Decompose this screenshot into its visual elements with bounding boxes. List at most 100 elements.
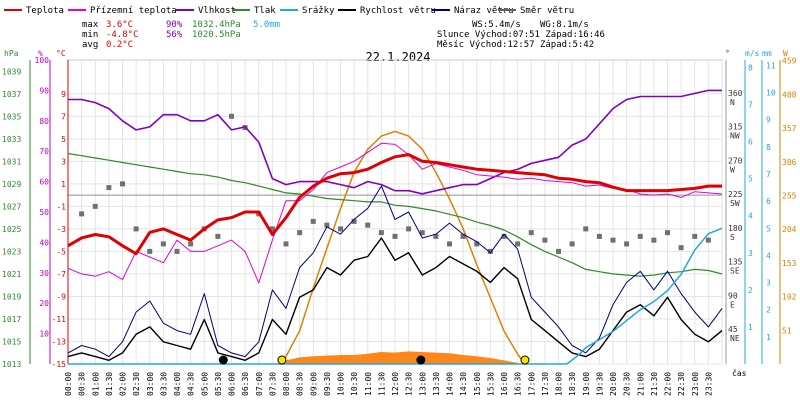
marker-sun-set: [520, 355, 530, 365]
tick-deg-0: 360: [728, 89, 743, 98]
wind-dir-point-24: [406, 226, 412, 232]
x-tick-24: 12:00: [391, 372, 400, 396]
wind-dir-point-33: [528, 230, 534, 236]
legend-label-6: Náraz větru: [454, 6, 514, 16]
wind-dir-point-37: [583, 226, 589, 232]
x-tick-40: 20:00: [609, 372, 618, 396]
x-tick-29: 14:30: [459, 372, 468, 396]
x-tick-15: 07:30: [268, 372, 277, 396]
x-tick-7: 03:30: [159, 372, 168, 396]
x-tick-4: 02:00: [119, 372, 128, 396]
axis-unit-degc: °C: [56, 49, 66, 58]
x-tick-39: 19:30: [595, 372, 604, 396]
x-tick-34: 17:00: [527, 372, 536, 396]
x-tick-10: 05:00: [200, 372, 209, 396]
stats-moon: Měsíc Východ:12:57 Západ:5:42: [437, 40, 594, 50]
stats-ws: WS:5.4m/s: [472, 20, 521, 30]
tick-hpa-8: 1023: [2, 247, 21, 256]
tick-degc-4: 1: [61, 180, 66, 189]
wind-dir-point-31: [501, 233, 507, 239]
stats-wg: WG:8.1m/s: [540, 20, 589, 30]
tick-deg-1: 315: [728, 123, 743, 132]
wind-dir-point-2: [106, 185, 112, 191]
tick-pct-9: 10: [39, 330, 49, 339]
tick-deg-dir-6: E: [730, 300, 735, 309]
x-tick-35: 17:30: [541, 372, 550, 396]
stats-avg-temp: 0.2°C: [106, 40, 133, 50]
stats-block: max min avg 3.6°C -4.8°C 0.2°C 90% 56% 1…: [82, 20, 605, 50]
cloud-area: [286, 351, 518, 364]
tick-deg-dir-4: S: [730, 233, 735, 242]
wind-dir-point-26: [433, 233, 439, 239]
x-tick-37: 18:30: [568, 372, 577, 396]
x-axis-label: čas: [732, 368, 747, 378]
wind-dir-point-15: [283, 241, 289, 247]
x-tick-41: 20:30: [623, 372, 632, 396]
wind-dir-point-20: [351, 218, 357, 224]
stats-sun: Slunce Východ:07:51 Západ:16:46: [437, 30, 605, 40]
tick-hpa-4: 1031: [2, 157, 21, 166]
x-tick-33: 16:30: [514, 372, 523, 396]
tick-hpa-3: 1033: [2, 135, 21, 144]
x-tick-14: 07:00: [255, 372, 264, 396]
wind-dir-point-46: [705, 237, 711, 243]
tick-ms-4: 4: [748, 212, 753, 221]
marker-moon-set: [218, 355, 228, 365]
tick-pct-8: 20: [39, 299, 49, 308]
wind-dir-point-1: [92, 203, 98, 209]
stats-max-rain: 5.0mm: [253, 20, 280, 30]
tick-mm-5: 6: [766, 197, 771, 206]
x-tick-0: 00:00: [64, 372, 73, 396]
x-tick-30: 15:00: [473, 372, 482, 396]
series-line-tlak: [67, 152, 723, 277]
legend-label-7: Směr větru: [520, 6, 574, 16]
wind-dir-point-18: [324, 222, 330, 228]
x-tick-8: 04:00: [173, 372, 182, 396]
tick-wm2-8: 51: [782, 326, 792, 335]
tick-deg-dir-3: SW: [730, 199, 740, 208]
x-tick-17: 08:30: [296, 372, 305, 396]
tick-deg-6: 90: [728, 291, 738, 300]
x-tick-45: 22:30: [677, 372, 686, 396]
x-tick-1: 00:30: [78, 372, 87, 396]
x-tick-3: 01:30: [105, 372, 114, 396]
tick-wm2-5: 204: [782, 225, 797, 234]
series-line-vlhkost: [68, 89, 722, 195]
tick-mm-9: 2: [766, 306, 771, 315]
stats-min-press: 1020.5hPa: [192, 30, 241, 40]
wind-dir-point-45: [692, 233, 698, 239]
tick-wm2-7: 102: [782, 293, 797, 302]
legend-label-1: Přízemní teplota: [90, 6, 177, 16]
tick-ms-5: 3: [748, 249, 753, 258]
tick-pct-4: 60: [39, 178, 49, 187]
tick-ms-1: 7: [748, 100, 753, 109]
wind-dir-point-17: [310, 218, 316, 224]
x-tick-38: 19:00: [582, 372, 591, 396]
tick-deg-4: 180: [728, 224, 743, 233]
wind-dir-point-25: [419, 230, 425, 236]
wind-dir-point-41: [637, 233, 643, 239]
wind-dir-point-22: [378, 230, 384, 236]
x-tick-36: 18:00: [555, 372, 564, 396]
tick-hpa-11: 1017: [2, 315, 21, 324]
x-tick-9: 04:30: [187, 372, 196, 396]
tick-hpa-2: 1035: [2, 112, 21, 121]
tick-pct-1: 90: [39, 86, 49, 95]
wind-dir-point-27: [447, 241, 452, 247]
tick-mm-10: 1: [766, 333, 771, 342]
x-tick-2: 01:00: [91, 372, 100, 396]
x-tick-21: 10:30: [350, 372, 359, 396]
x-tick-12: 06:00: [228, 372, 237, 396]
x-tick-5: 02:30: [132, 372, 141, 396]
series-line-n-raz-v-tru: [67, 185, 723, 358]
wind-dir-point-6: [160, 241, 166, 247]
wind-dir-point-34: [542, 237, 548, 243]
tick-wm2-3: 306: [782, 158, 797, 167]
legend-label-2: Vlhkost: [198, 6, 236, 16]
tick-hpa-5: 1029: [2, 180, 21, 189]
tick-deg-5: 135: [728, 258, 743, 267]
legend-label-5: Rychlost větru: [360, 6, 436, 16]
tick-degc-5: -1: [56, 202, 66, 211]
wind-dir-point-23: [392, 233, 398, 239]
